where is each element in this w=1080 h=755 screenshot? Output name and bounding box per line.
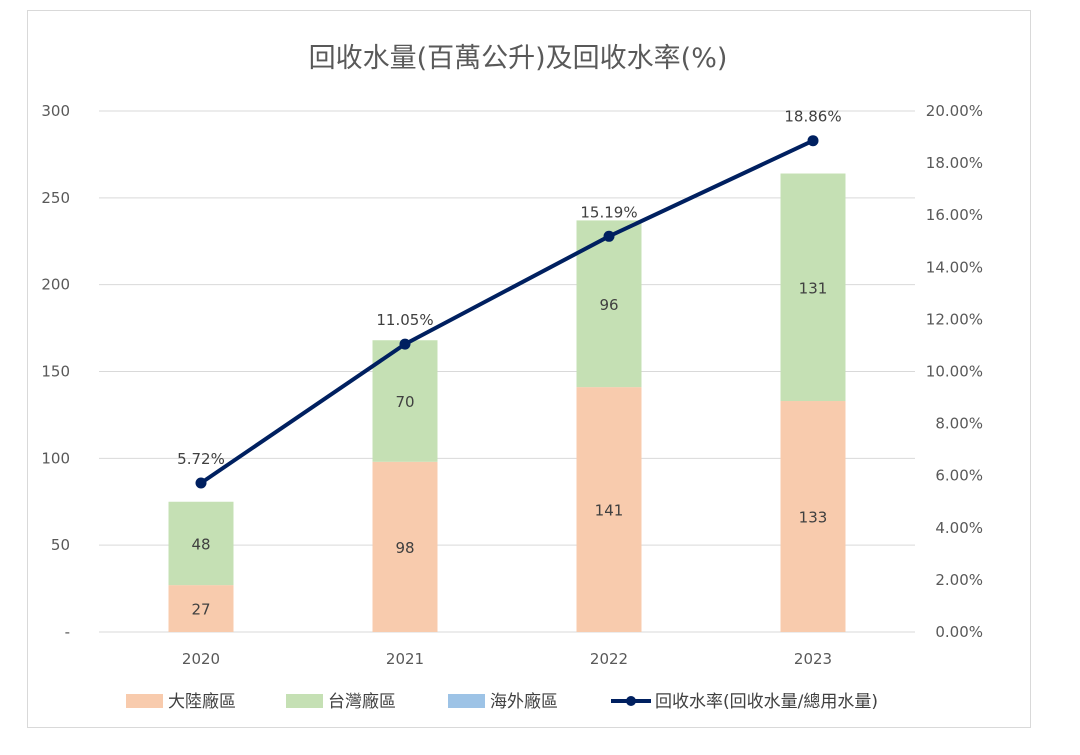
rate-data-label: 15.19%: [580, 203, 637, 221]
left-tick-label: 50: [51, 536, 70, 554]
rate-line: 5.72% 11.05% 15.19% 18.86%: [177, 108, 842, 489]
chart-svg: 回收水量(百萬公升)及回收水率(%) - 50 100 150 200 250 300 0.…: [41, 43, 983, 712]
right-tick-label: 2.00%: [935, 571, 983, 589]
rate-point: [603, 230, 615, 242]
legend-label: 台灣廠區: [328, 691, 396, 712]
x-tick-label: 2020: [182, 650, 220, 668]
legend-label: 回收水率(回收水量/總用水量): [655, 692, 878, 712]
right-tick-label: 20.00%: [926, 102, 983, 120]
bar-data-label: 70: [395, 393, 414, 411]
rate-point: [807, 135, 819, 147]
left-tick-label: 100: [41, 449, 70, 467]
x-axis-ticks: 2020 2021 2022 2023: [182, 650, 832, 668]
right-tick-label: 18.00%: [926, 154, 983, 172]
x-tick-label: 2021: [386, 650, 424, 668]
bar-data-label: 98: [395, 539, 414, 557]
left-tick-label: 150: [41, 363, 70, 381]
bar-labels: 27 48 98 70 141 96 133 131: [191, 279, 827, 618]
x-tick-label: 2023: [794, 650, 832, 668]
legend-label: 海外廠區: [490, 691, 558, 712]
left-tick-label: 300: [41, 102, 70, 120]
legend-swatch: [126, 694, 163, 708]
right-tick-label: 12.00%: [926, 310, 983, 328]
left-tick-label: 250: [41, 189, 70, 207]
bar-segment: [372, 461, 438, 632]
rate-data-label: 5.72%: [177, 450, 225, 468]
bar-segment: [168, 585, 234, 632]
rate-data-label: 11.05%: [376, 311, 433, 329]
legend: 大陸廠區 台灣廠區 海外廠區 回收水率(回收水量/總用水量): [126, 691, 878, 712]
rate-data-label: 18.86%: [784, 108, 841, 126]
bar-data-label: 27: [191, 601, 210, 619]
bar-segment: [780, 401, 846, 632]
bars: [168, 173, 846, 632]
bar-segment: [780, 173, 846, 402]
left-tick-label: 200: [41, 276, 70, 294]
chart-container: 回收水量(百萬公升)及回收水率(%) - 50 100 150 200 250 300 0.…: [27, 10, 1031, 728]
legend-label: 大陸廠區: [168, 691, 236, 712]
right-tick-label: 6.00%: [935, 467, 983, 485]
right-tick-label: 4.00%: [935, 519, 983, 537]
left-axis-ticks: - 50 100 150 200 250 300: [41, 102, 70, 641]
chart-title: 回收水量(百萬公升)及回收水率(%): [309, 43, 728, 74]
bar-data-label: 48: [191, 535, 210, 553]
right-tick-label: 0.00%: [935, 623, 983, 641]
legend-marker: [626, 696, 636, 706]
bar-segment: [168, 501, 234, 586]
bar-data-label: 133: [799, 509, 828, 527]
rate-line-path: [199, 138, 814, 485]
legend-swatch: [448, 694, 485, 708]
left-tick-label: -: [65, 623, 70, 641]
legend-swatch: [286, 694, 323, 708]
bar-data-label: 131: [799, 279, 828, 297]
bar-segment: [576, 387, 642, 632]
rate-point: [195, 477, 207, 489]
right-tick-label: 10.00%: [926, 363, 983, 381]
bar-data-label: 96: [599, 296, 618, 314]
right-tick-label: 16.00%: [926, 206, 983, 224]
right-axis-ticks: 0.00% 2.00% 4.00% 6.00% 8.00% 10.00% 12.00% 14.…: [926, 102, 983, 641]
right-tick-label: 8.00%: [935, 415, 983, 433]
rate-point: [399, 338, 411, 350]
bar-data-label: 141: [595, 502, 624, 520]
right-tick-label: 14.00%: [926, 258, 983, 276]
x-tick-label: 2022: [590, 650, 628, 668]
